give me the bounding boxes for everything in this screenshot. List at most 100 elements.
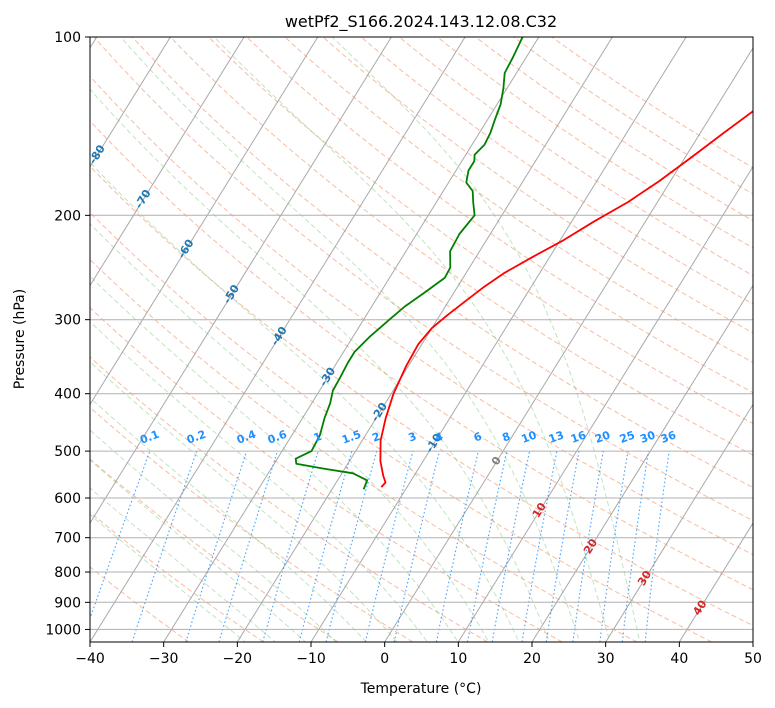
isotherm-line [310, 37, 687, 642]
isotherm-line [531, 284, 753, 642]
chart-title: wetPf2_S166.2024.143.12.08.C32 [285, 12, 557, 32]
moist-adiabat [90, 321, 429, 642]
mixing-ratio-label: 30 [638, 428, 657, 446]
y-tick-label: 600 [54, 491, 81, 507]
x-tick-label: 30 [597, 651, 615, 667]
isotherm-line [678, 522, 753, 642]
dry-adiabat [475, 37, 753, 222]
x-tick-label: 40 [670, 651, 688, 667]
mixing-ratio-line [644, 451, 670, 642]
y-tick-label: 200 [54, 208, 81, 224]
mixing-ratio-line [466, 450, 508, 642]
mixing-ratio-label: 20 [593, 428, 612, 446]
mixing-ratio-line [621, 451, 650, 642]
dry-adiabat [398, 37, 753, 277]
mixing-ratio-line [599, 451, 629, 642]
moist-adiabat [90, 396, 367, 642]
plot-frame [89, 36, 754, 643]
mixing-ratio-label: 0.4 [235, 428, 258, 447]
temperature-profile-line [379, 110, 753, 488]
isotherm-line [90, 37, 392, 525]
dry-adiabat [513, 37, 753, 195]
y-tick-label: 400 [54, 387, 81, 403]
mixing-ratio-line [90, 450, 151, 621]
mixing-ratio-label: 16 [569, 428, 588, 446]
isotherm-line [605, 403, 753, 642]
y-tick-label: 500 [54, 444, 81, 460]
dewpoint-profile-line [294, 37, 524, 490]
isotherm-line [90, 37, 466, 642]
dry-adiabat [131, 37, 753, 489]
isotherm-line [90, 37, 319, 406]
mixing-ratio-label: 25 [618, 428, 637, 445]
lower-isotherm-label: 20 [581, 536, 600, 556]
mixing-ratio-label: 0.1 [138, 428, 161, 447]
moist-adiabat [120, 37, 581, 642]
dry-adiabat [90, 458, 339, 642]
moist-adiabat [90, 429, 337, 642]
mixing-ratio-line [364, 450, 414, 642]
mixing-ratio-line [218, 450, 279, 642]
isotherm-line [90, 37, 171, 168]
y-tick-label: 1000 [45, 622, 81, 638]
mixing-ratio-label: 0.6 [266, 428, 289, 447]
isotherm-line [163, 37, 540, 642]
dry-adiabat [90, 356, 488, 642]
isotherm-label: -60 [175, 237, 197, 261]
mixing-ratio-line [131, 450, 198, 642]
mixing-ratio-label: 1 [312, 430, 324, 445]
mixing-ratio-line [185, 450, 248, 642]
mixing-ratio-label: 4 [433, 430, 445, 445]
lower-isotherm-label: 0 [489, 454, 504, 468]
mixing-ratio-line [298, 450, 353, 642]
y-tick-label: 700 [54, 531, 81, 547]
dry-adiabat [90, 258, 638, 642]
mixing-ratio-line [572, 451, 604, 642]
x-tick-label: 50 [744, 651, 762, 667]
mixing-ratio-label: 36 [659, 428, 678, 446]
mixing-ratio-label: 10 [520, 428, 539, 446]
mixing-ratio-label: 8 [500, 430, 512, 445]
isotherm-line [457, 165, 753, 642]
y-tick-label: 100 [54, 30, 81, 46]
x-tick-label: 10 [449, 651, 467, 667]
mixing-ratio-line [393, 450, 441, 642]
mixing-ratio-line [325, 450, 378, 642]
x-axis: −40 −30 −20 −10 0 10 20 30 40 50 [75, 642, 762, 667]
dry-adiabat [90, 511, 264, 642]
dry-adiabat [246, 37, 753, 394]
moist-adiabat [90, 275, 459, 642]
pressure-grid [90, 37, 753, 630]
dry-adiabat [90, 406, 414, 642]
moist-adiabat [90, 161, 520, 642]
isotherm-line [384, 47, 753, 642]
y-tick-label: 300 [54, 313, 81, 329]
y-axis: 100 200 300 400 500 600 700 800 900 1000 [45, 30, 90, 638]
x-tick-label: −30 [149, 651, 179, 667]
x-axis-title: Temperature (°C) [360, 681, 482, 697]
y-axis-title: Pressure (hPa) [12, 289, 28, 389]
isotherm-line [752, 641, 753, 642]
dry-adiabat [90, 566, 190, 642]
isotherm-label: -50 [221, 282, 243, 306]
y-tick-label: 900 [54, 595, 81, 611]
moist-adiabat [331, 37, 641, 642]
y-tick-label: 800 [54, 565, 81, 581]
dry-adiabat [90, 307, 563, 642]
moist-adiabat [90, 513, 246, 642]
isotherm-line [236, 37, 613, 642]
mixing-ratio-line [262, 450, 319, 642]
background-lines [90, 37, 753, 642]
x-tick-label: −10 [296, 651, 326, 667]
x-tick-label: −40 [75, 651, 105, 667]
isotherm-label: -40 [268, 324, 290, 348]
moist-adiabat [90, 223, 490, 642]
mixing-ratio-label: 13 [547, 428, 566, 445]
x-tick-label: −20 [223, 651, 253, 667]
mixing-ratio-label: 3 [407, 430, 419, 445]
x-tick-label: 0 [380, 651, 389, 667]
isotherm-line [90, 37, 245, 287]
dry-adiabat [90, 165, 753, 627]
dry-adiabat [208, 37, 753, 425]
